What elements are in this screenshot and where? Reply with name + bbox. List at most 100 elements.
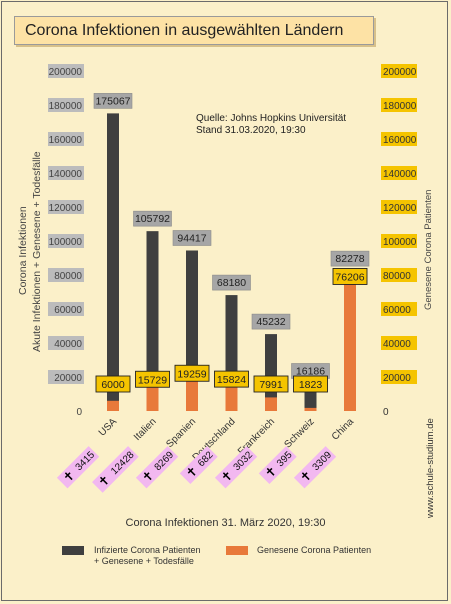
right-tick-label: 20000: [383, 373, 411, 384]
recovered-data-label: 15824: [217, 374, 246, 386]
left-tick-label: 200000: [49, 67, 83, 78]
right-tick-bg: [381, 166, 417, 180]
legend-swatch-recovered: [226, 546, 248, 555]
left-tick-label: 120000: [49, 203, 83, 214]
recovered-data-label: 6000: [101, 379, 125, 391]
bar-recovered: [225, 384, 238, 411]
right-tick-label: 120000: [383, 203, 417, 214]
left-tick-label: 40000: [54, 339, 82, 350]
total-data-label: 68180: [217, 277, 246, 289]
right-tick-label: 180000: [383, 101, 417, 112]
value-labels: 175067 6000 105792 15729 94417 19259 68180 1582…: [93, 93, 370, 393]
right-tick-bg: [381, 132, 417, 146]
left-tick-label: 80000: [54, 271, 82, 282]
website-label: www.schule-studium.de: [425, 418, 436, 518]
right-tick-bg: [381, 370, 417, 384]
death-label: ✝682: [179, 446, 218, 485]
right-tick-label: 80000: [383, 271, 411, 282]
bar-recovered: [186, 378, 198, 411]
total-data-label: 94417: [177, 232, 206, 244]
left-tick-bg: [48, 132, 84, 146]
death-label: ✝395: [258, 446, 297, 485]
right-tick-label: 100000: [383, 237, 417, 248]
recovered-label-bg: [253, 375, 289, 393]
total-data-label: 45232: [256, 316, 285, 328]
bar-recovered: [265, 397, 277, 411]
bar-recovered: [107, 400, 119, 411]
death-label-bg: [214, 446, 258, 489]
recovered-label-bg: [332, 267, 368, 285]
recovered-data-label: 7991: [259, 379, 283, 391]
recovered-label-bg: [135, 370, 170, 388]
legend-label-infected-2: + Genesene + Todesfälle: [94, 556, 194, 566]
left-tick-bg: [48, 370, 84, 384]
total-label-bg: [212, 274, 251, 291]
source-text: Quelle: Johns Hopkins Universität: [196, 113, 346, 124]
right-tick-label: 140000: [383, 169, 417, 180]
left-tick-bg: [48, 302, 84, 316]
death-label: ✝3032: [214, 446, 258, 489]
right-axis-ticks: 0 20000 40000 60000 80000 100000 120000 140000 1…: [381, 64, 417, 418]
left-tick-bg: [48, 64, 84, 78]
right-tick-label: 200000: [383, 67, 417, 78]
left-axis-subtitle: Akute Infektionen + Genesene + Todesfäll…: [31, 151, 43, 352]
recovered-data-label: 1823: [299, 379, 323, 391]
right-tick-bg: [381, 200, 417, 214]
left-tick-label: 140000: [49, 169, 83, 180]
death-label: ✝12428: [92, 446, 139, 493]
death-label: ✝8269: [135, 446, 179, 489]
left-tick-bg: [48, 98, 84, 112]
right-tick-label: 40000: [383, 339, 411, 350]
death-label-bg: [293, 446, 337, 489]
total-data-label: 105792: [135, 213, 170, 225]
death-label: ✝3309: [293, 446, 337, 489]
left-axis-ticks: 0 20000 40000 60000 80000 100000 120000 140000 1…: [48, 64, 84, 418]
left-axis-title: Corona Infektionen: [17, 206, 29, 295]
total-label-bg: [330, 250, 370, 267]
left-tick-label: 20000: [54, 373, 82, 384]
bar-recovered: [146, 384, 159, 411]
total-label-bg: [93, 93, 133, 109]
death-label-bg: [56, 446, 100, 489]
category-label: Italien: [132, 416, 159, 443]
right-tick-label: 160000: [383, 135, 417, 146]
bar-recovered: [344, 281, 356, 411]
left-tick-label: 160000: [49, 135, 83, 146]
footer-caption: Corona Infektionen 31. März 2020, 19:30: [125, 517, 326, 529]
left-tick-label: 60000: [54, 305, 82, 316]
category-label: China: [330, 416, 357, 443]
category-label: Spanien: [164, 416, 198, 450]
death-label-bg: [92, 446, 139, 493]
legend-swatch-infected: [62, 546, 84, 555]
recovered-label-bg: [95, 375, 131, 393]
left-tick-bg: [48, 234, 84, 248]
right-tick-label: 0: [383, 407, 389, 418]
right-tick-bg: [381, 234, 417, 248]
category-label: Schweiz: [283, 416, 317, 450]
legend-label-recovered: Genesene Corona Patienten: [257, 545, 372, 555]
right-tick-bg: [381, 268, 417, 282]
left-tick-label: 0: [76, 407, 82, 418]
right-axis-title: Genesene Corona Patienten: [423, 189, 434, 310]
right-tick-label: 60000: [383, 305, 411, 316]
left-tick-bg: [48, 268, 84, 282]
death-label-bg: [135, 446, 179, 489]
right-tick-bg: [381, 336, 417, 350]
total-data-label: 16186: [296, 365, 325, 377]
recovered-data-label: 76206: [335, 271, 364, 283]
bar-infected: [146, 231, 159, 411]
recovered-label-bg: [293, 375, 328, 393]
left-tick-label: 100000: [49, 237, 83, 248]
bar-infected: [107, 113, 119, 411]
left-tick-bg: [48, 336, 84, 350]
date-text: Stand 31.03.2020, 19:30: [196, 125, 306, 136]
right-tick-bg: [381, 302, 417, 316]
left-tick-bg: [48, 166, 84, 180]
total-label-bg: [172, 230, 212, 246]
recovered-data-label: 15729: [138, 374, 167, 386]
recovered-label-bg: [214, 370, 249, 388]
total-data-label: 175067: [95, 95, 130, 107]
